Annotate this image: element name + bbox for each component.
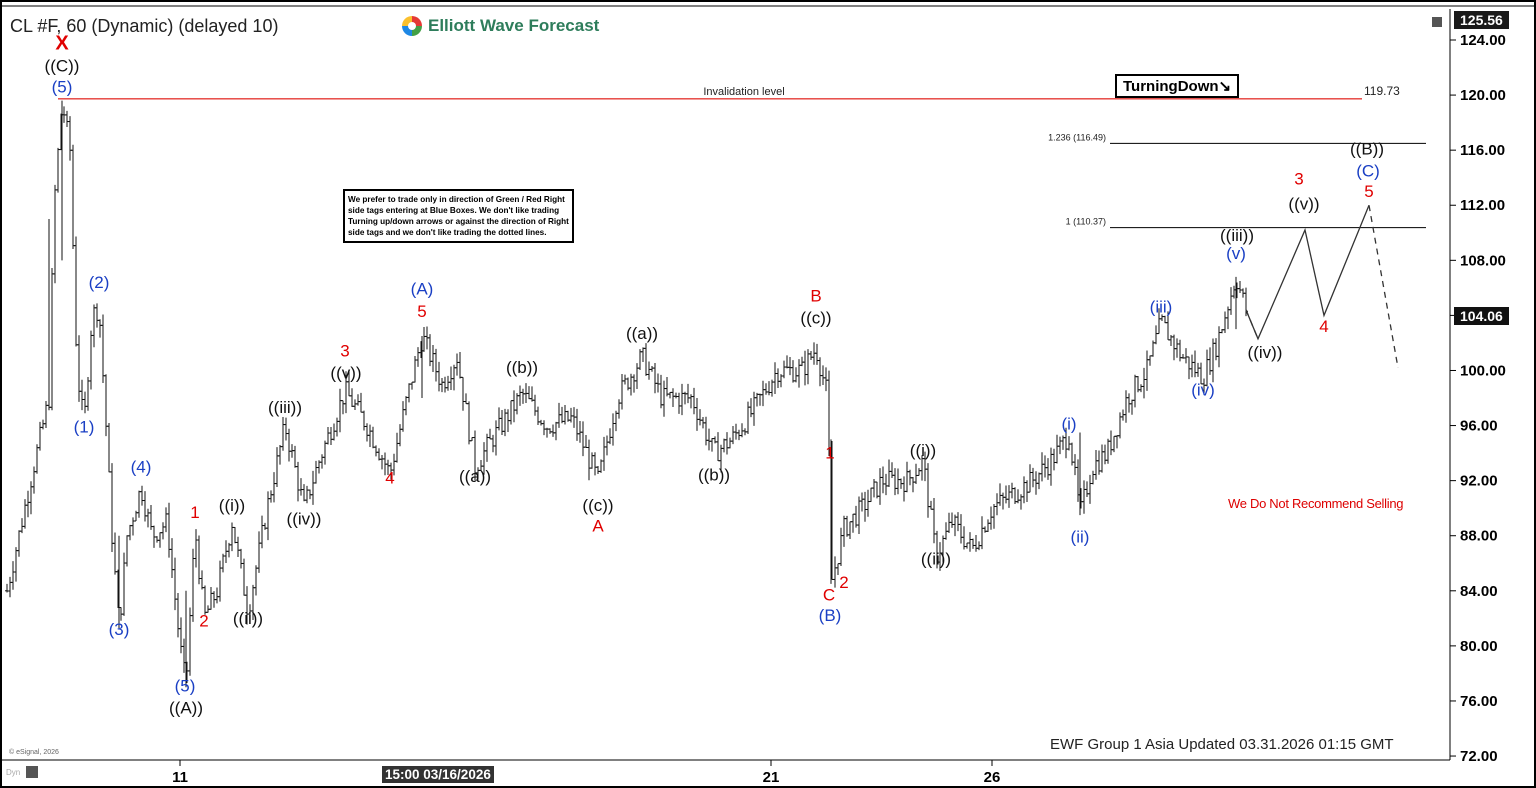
wave-label: 2 [839,573,848,592]
logo-mark-icon [402,16,422,36]
wave-label: ((a)) [626,324,658,343]
turn-down-arrow-icon: ↘ [1218,78,1232,95]
symbol-title: CL #F, 60 (Dynamic) (delayed 10) [10,16,279,36]
fib-level-label: 1.236 (116.49) [1048,132,1106,142]
wave-label: 5 [1364,182,1373,201]
price-tick-label: 124.00 [1460,32,1506,49]
trading-note: We prefer to trade only in direction of … [343,189,574,243]
wave-label: (1) [74,417,95,436]
wave-label: ((A)) [169,698,203,717]
price-tick-label: 96.00 [1460,418,1498,435]
wave-label: ((v)) [330,364,361,383]
wave-label: (5) [52,77,73,96]
wave-label: ((B)) [1350,139,1384,158]
copyright: © eSignal, 2026 [9,749,59,756]
footer-update: EWF Group 1 Asia Updated 03.31.2026 01:1… [1050,736,1394,753]
wave-label: ((i)) [219,496,245,515]
price-tick-label: 72.00 [1460,748,1498,765]
wave-label: B [810,287,821,306]
chart-settings-icon[interactable] [1432,17,1442,27]
price-tick-label: 88.00 [1460,528,1498,545]
wave-label: ((iii)) [268,398,302,417]
wave-label: (ii) [1071,528,1090,547]
wave-label: ((b)) [698,466,730,485]
wave-label: C [823,585,835,604]
time-tick-label: 21 [763,769,780,786]
invalidation-label: Invalidation level [703,86,784,98]
invalidation-value: 119.73 [1364,84,1400,98]
logo: Elliott Wave Forecast [402,16,599,36]
wave-label: 4 [1319,317,1328,336]
fib-level-label: 1 (110.37) [1066,217,1106,227]
current-price-box: 125.56 [1454,11,1509,29]
price-tick-label: 100.00 [1460,362,1506,379]
turning-down-tag: TurningDown↘ [1115,74,1240,98]
projection-dashed-path [1245,309,1259,340]
projection-dashed-path [1368,205,1399,368]
price-tick-label: 112.00 [1460,197,1505,214]
wave-label: ((c)) [582,496,613,515]
wave-label: (i) [1061,415,1076,434]
wave-label: (4) [131,457,152,476]
time-tick-label: 11 [172,769,188,786]
wave-label: A [592,517,604,536]
wave-label: (B) [819,606,842,625]
price-tick-label: 108.00 [1460,252,1506,269]
wave-label: ((a)) [459,467,491,486]
wave-label: ((c)) [800,309,831,328]
wave-label: ((ii)) [921,550,951,569]
wave-label: (5) [175,676,196,695]
wave-label: 3 [1294,170,1303,189]
wave-label: 1 [190,503,199,522]
turning-down-label: TurningDown [1123,78,1219,95]
wave-label: ((iv)) [1248,343,1283,362]
crosshair-date-box: 15:00 03/16/2026 [382,766,494,783]
wave-label: ((b)) [506,358,538,377]
price-tick-label: 76.00 [1460,693,1498,710]
logo-text: Elliott Wave Forecast [428,16,600,35]
price-tick-label: 116.00 [1460,142,1505,159]
dyn-label: Dyn [6,768,21,777]
wave-label: ((iv)) [287,510,322,529]
wave-label: X [55,33,69,55]
wave-label: 4 [385,468,394,487]
time-tick-label: 26 [984,769,1001,786]
wave-label: 1 [825,444,834,463]
wave-label: (C) [1356,161,1380,180]
wave-label: ((v)) [1288,194,1319,213]
wave-label: (3) [109,620,130,639]
wave-label: ((i)) [910,441,936,460]
wave-label: ((iii)) [1220,226,1254,245]
price-tick-label: 92.00 [1460,473,1498,490]
price-tick-label: 80.00 [1460,638,1498,655]
recommendation-text: We Do Not Recommend Selling [1228,496,1404,511]
wave-label: (v) [1226,244,1246,263]
wave-label: 3 [340,342,349,361]
wave-label: (iv) [1191,380,1215,399]
price-tick-label: 84.00 [1460,583,1498,600]
wave-label: ((C)) [45,57,80,76]
dynamic-toggle-icon[interactable] [26,766,38,778]
wave-label: ((ii)) [233,609,263,628]
wave-label: 2 [199,612,208,631]
wave-label: (A) [411,280,434,299]
wave-label: (2) [89,273,110,292]
last-price-box: 104.06 [1454,307,1509,325]
wave-label: 5 [417,302,426,321]
price-tick-label: 120.00 [1460,87,1506,104]
projection-solid-path [1245,204,1370,341]
wave-label: (iii) [1150,298,1173,317]
